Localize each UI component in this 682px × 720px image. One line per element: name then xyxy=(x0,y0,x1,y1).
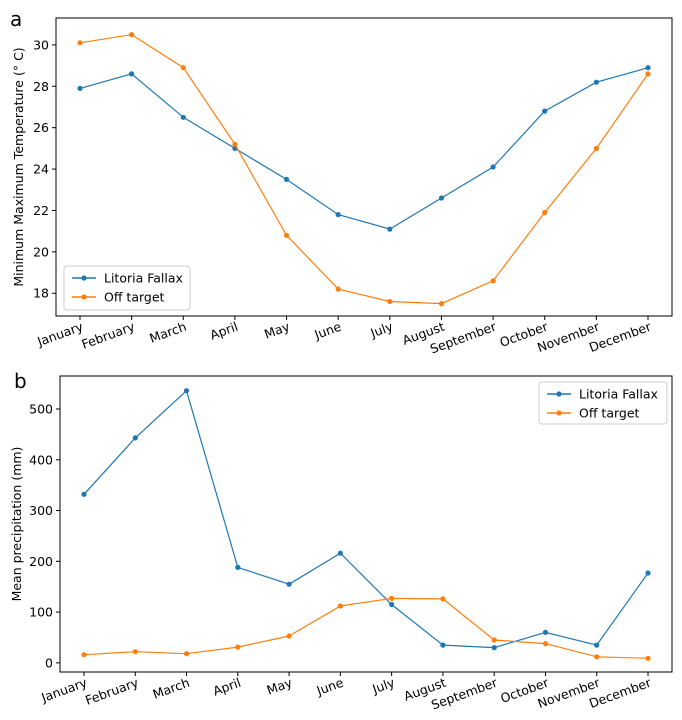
panel-label: a xyxy=(10,7,22,31)
data-point xyxy=(542,629,549,636)
series-line-1 xyxy=(83,597,649,659)
plot-frame xyxy=(55,17,673,317)
legend-entry: Litoria Fallax xyxy=(579,387,658,402)
data-point xyxy=(440,596,446,602)
data-point xyxy=(283,232,290,238)
y-tick-label: 30 xyxy=(33,37,49,52)
legend: Litoria Fallax Off target xyxy=(538,381,668,425)
plot-frame xyxy=(59,375,673,673)
x-tick-label: March xyxy=(147,319,188,346)
x-tick-label: May xyxy=(262,319,292,342)
data-point xyxy=(129,71,135,77)
legend-swatch-marker xyxy=(81,275,87,281)
data-point xyxy=(490,278,496,284)
legend-entry: Litoria Fallax xyxy=(104,271,183,286)
y-tick-label: 26 xyxy=(33,120,49,135)
legend-entry: Off target xyxy=(579,406,640,421)
data-point xyxy=(129,31,135,38)
x-tick-label: May xyxy=(265,675,295,698)
legend-entry: Off target xyxy=(104,290,165,305)
data-point xyxy=(183,388,190,394)
data-point xyxy=(286,633,292,639)
data-point xyxy=(132,435,138,441)
panel-label: b xyxy=(14,369,27,393)
data-point xyxy=(81,652,87,658)
data-point xyxy=(491,637,497,643)
legend-swatch-marker xyxy=(556,391,562,397)
y-tick-label: 300 xyxy=(29,503,53,518)
data-point xyxy=(542,108,548,114)
data-point xyxy=(594,654,600,660)
y-tick-label: 400 xyxy=(29,452,53,467)
data-point xyxy=(232,141,238,147)
legend: Litoria Fallax Off target xyxy=(63,265,191,311)
y-tick-label: 100 xyxy=(29,605,53,620)
data-point xyxy=(645,570,651,576)
y-tick-label: 24 xyxy=(33,162,49,177)
data-point xyxy=(389,601,395,608)
data-point xyxy=(77,85,83,91)
data-point xyxy=(491,645,497,651)
data-point xyxy=(286,581,292,587)
data-point xyxy=(542,209,548,216)
y-tick-label: 28 xyxy=(33,79,49,94)
data-point xyxy=(389,595,395,602)
data-point xyxy=(440,642,446,648)
data-point xyxy=(283,176,290,182)
y-axis-label: Minimum Maximum Temperature (° C) xyxy=(11,47,26,286)
series-line-0 xyxy=(79,67,649,230)
x-tick-label: April xyxy=(208,319,240,343)
data-point xyxy=(335,212,341,218)
data-point xyxy=(132,649,138,655)
x-tick-label: July xyxy=(368,319,396,341)
data-point xyxy=(81,491,87,497)
series-line-1 xyxy=(79,33,649,305)
legend-swatch-marker xyxy=(556,410,562,416)
data-point xyxy=(335,286,341,292)
data-point xyxy=(438,301,445,307)
data-point xyxy=(490,164,496,170)
data-point xyxy=(337,550,343,556)
data-point xyxy=(594,642,600,648)
data-point xyxy=(593,79,600,85)
x-tick-label: January xyxy=(38,675,89,706)
data-point xyxy=(235,564,241,571)
data-point xyxy=(645,65,651,71)
legend-box xyxy=(63,265,191,311)
data-point xyxy=(645,655,651,661)
data-point xyxy=(183,651,190,657)
x-tick-label: July xyxy=(369,675,397,697)
y-tick-label: 22 xyxy=(33,203,49,218)
data-point xyxy=(387,226,393,232)
x-tick-label: June xyxy=(312,319,344,343)
data-point xyxy=(593,145,600,151)
data-point xyxy=(180,65,186,71)
x-tick-label: February xyxy=(79,319,137,352)
x-tick-label: January xyxy=(34,319,85,350)
y-tick-label: 0 xyxy=(45,655,53,670)
data-point xyxy=(180,114,186,120)
data-point xyxy=(542,641,549,647)
x-tick-label: February xyxy=(83,675,141,708)
data-point xyxy=(438,195,445,201)
x-tick-label: June xyxy=(314,675,346,699)
y-tick-label: 200 xyxy=(29,554,53,569)
legend-swatch-marker xyxy=(81,294,87,300)
series-line-0 xyxy=(83,389,649,649)
x-tick-label: April xyxy=(211,675,243,699)
data-point xyxy=(77,40,83,46)
y-axis-label: Mean precipitation (mm) xyxy=(9,447,24,602)
x-tick-label: March xyxy=(151,675,192,702)
y-tick-label: 18 xyxy=(33,286,49,301)
data-point xyxy=(235,644,241,650)
data-point xyxy=(387,298,393,305)
data-point xyxy=(337,603,343,609)
data-point xyxy=(645,71,651,77)
y-tick-label: 500 xyxy=(29,402,53,417)
y-tick-label: 20 xyxy=(33,244,49,259)
